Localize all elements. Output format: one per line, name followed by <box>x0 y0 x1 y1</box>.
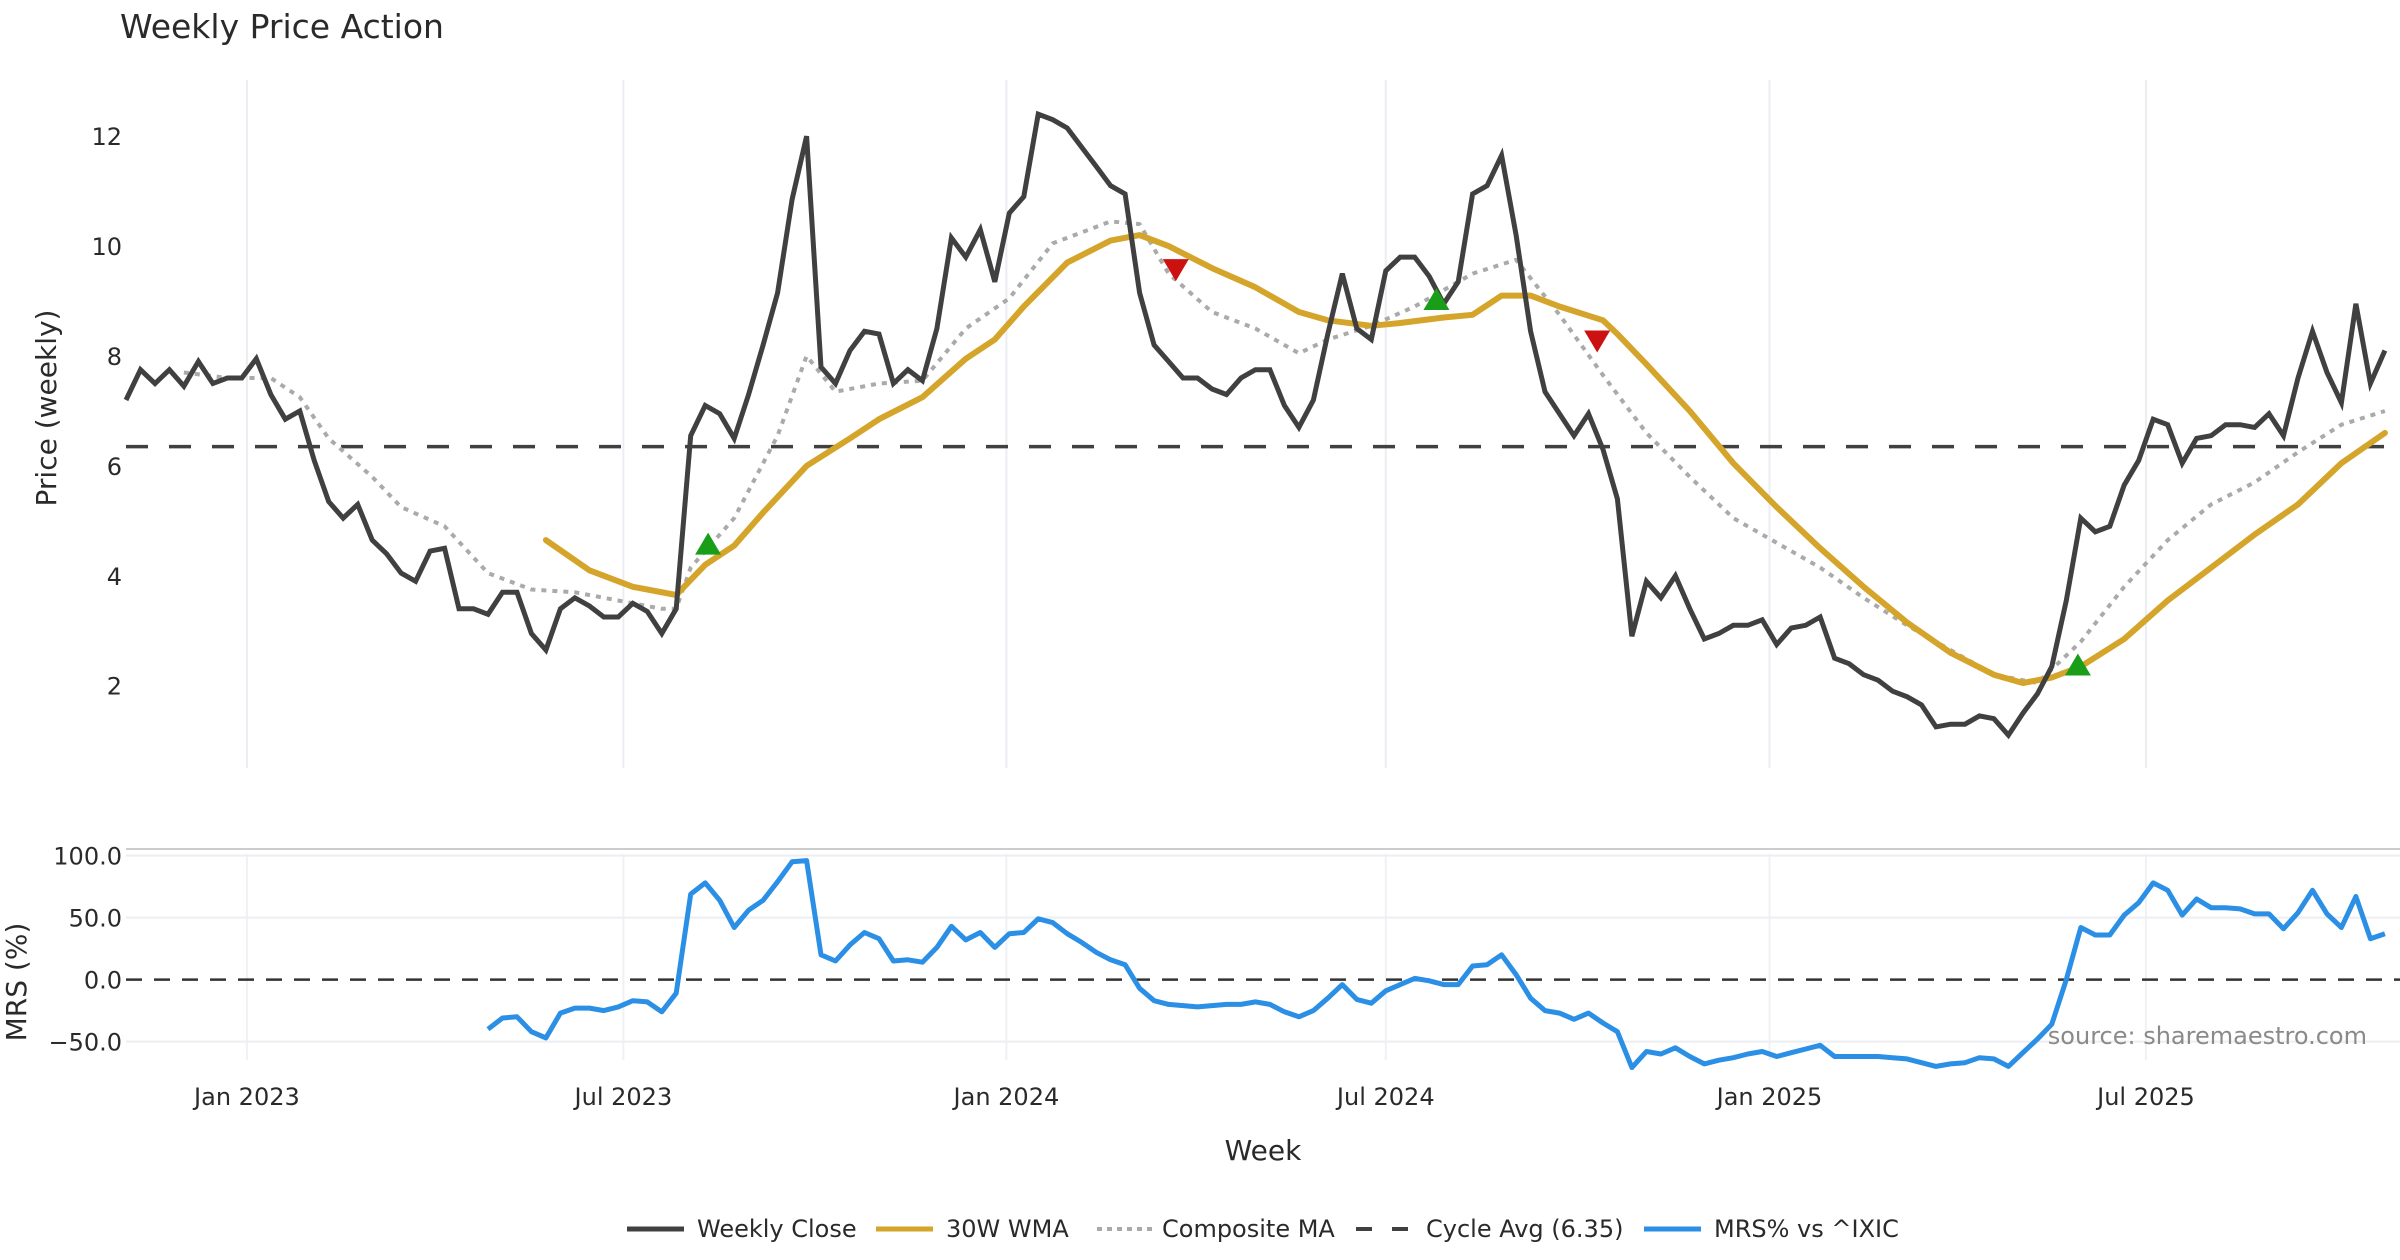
x-ticks: Jan 2023 Jul 2023 Jan 2024 Jul 2024 Jan 2025… <box>192 1083 2195 1111</box>
buy-signal-marker <box>695 532 722 555</box>
legend-label-weekly-close: Weekly Close <box>697 1215 857 1243</box>
legend-item-30w-wma[interactable]: 30W WMA <box>876 1215 1069 1243</box>
legend-label-30w-wma: 30W WMA <box>946 1215 1069 1243</box>
mrs-line <box>486 858 2386 1071</box>
price-series-group <box>123 110 2400 740</box>
legend-label-cycle-avg: Cycle Avg (6.35) <box>1426 1215 1623 1243</box>
legend-item-cycle-avg[interactable]: Cycle Avg (6.35) <box>1356 1215 1623 1243</box>
sell-signal-marker <box>1162 259 1189 282</box>
price-y-ticks: 2 4 6 8 10 12 <box>91 123 122 701</box>
x-tick-label: Jul 2025 <box>2095 1083 2195 1111</box>
mrs-y-tick-label: 0.0 <box>84 967 122 995</box>
weekly-close-line <box>123 110 2388 740</box>
mrs-series-group <box>486 858 2386 1071</box>
chart-title: Weekly Price Action <box>120 7 444 46</box>
mrs-y-tick-label: 50.0 <box>69 905 122 933</box>
mrs-y-ticks: 100.0 50.0 0.0 −50.0 <box>48 843 122 1057</box>
price-gridlines <box>245 80 2147 768</box>
composite-ma-line <box>183 219 2386 685</box>
price-y-axis-title: Price (weekly) <box>30 310 63 507</box>
mrs-y-tick-label: −50.0 <box>48 1029 122 1057</box>
price-y-tick-label: 10 <box>91 233 122 261</box>
source-annotation: source: sharemaestro.com <box>2048 1022 2367 1050</box>
legend-item-mrs[interactable]: MRS% vs ^IXIC <box>1644 1215 1899 1243</box>
wma-30w-line <box>542 232 2388 686</box>
buy-signal-marker <box>1423 288 1450 311</box>
x-axis-title: Week <box>1225 1134 1302 1167</box>
price-y-tick-label: 8 <box>107 343 122 371</box>
x-tick-label: Jul 2023 <box>573 1083 673 1111</box>
legend-label-composite-ma: Composite MA <box>1162 1215 1335 1243</box>
price-y-tick-label: 2 <box>107 673 122 701</box>
x-tick-label: Jan 2024 <box>952 1083 1060 1111</box>
mrs-y-tick-label: 100.0 <box>53 843 122 871</box>
signal-markers <box>695 259 2091 676</box>
buy-signal-marker <box>2064 653 2091 676</box>
price-y-tick-label: 6 <box>107 453 122 481</box>
sell-signal-marker <box>1584 330 1611 353</box>
mrs-gridlines <box>126 854 2400 1060</box>
legend: Weekly Close 30W WMA Composite MA Cycle … <box>627 1215 1899 1243</box>
price-y-tick-label: 12 <box>91 123 122 151</box>
x-tick-label: Jul 2024 <box>1335 1083 1435 1111</box>
x-tick-label: Jan 2023 <box>192 1083 300 1111</box>
mrs-y-axis-title: MRS (%) <box>0 923 33 1042</box>
price-y-tick-label: 4 <box>107 563 122 591</box>
x-tick-label: Jan 2025 <box>1715 1083 1823 1111</box>
legend-label-mrs: MRS% vs ^IXIC <box>1714 1215 1899 1243</box>
legend-item-composite-ma[interactable]: Composite MA <box>1097 1215 1335 1243</box>
legend-item-weekly-close[interactable]: Weekly Close <box>627 1215 857 1243</box>
